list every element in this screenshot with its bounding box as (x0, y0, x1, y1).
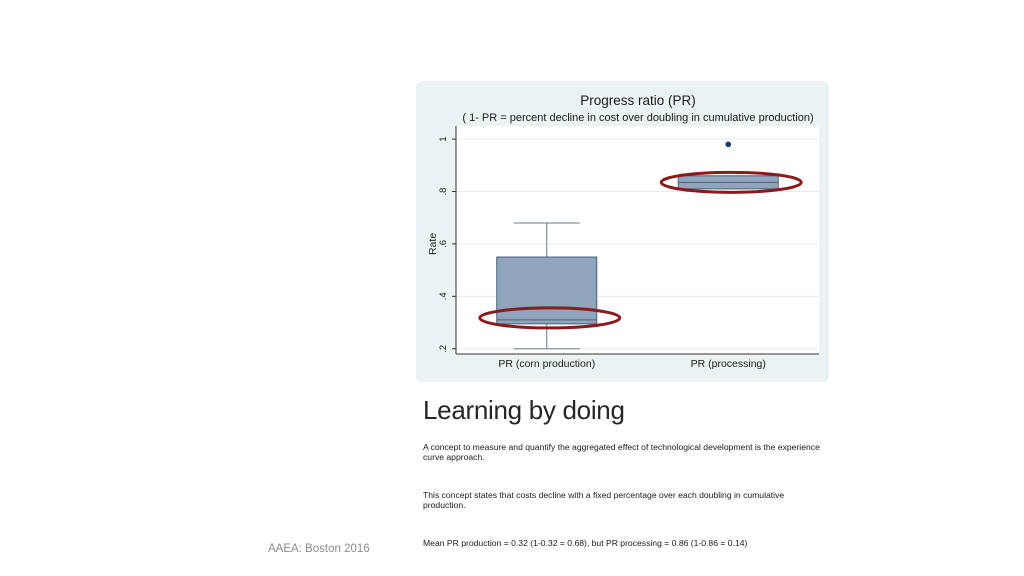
slide-title: Learning by doing (423, 395, 625, 425)
y-axis-label: Rate (427, 233, 439, 255)
y-tick-label: .4 (438, 292, 449, 300)
chart-panel: Progress ratio (PR) ( 1- PR = percent dec… (416, 81, 829, 382)
outlier-point (725, 141, 732, 148)
highlight-ellipse (659, 170, 803, 194)
chart-subtitle: ( 1- PR = percent decline in cost over d… (462, 112, 813, 124)
y-tick-label: .8 (438, 188, 449, 196)
chart-title: Progress ratio (PR) (580, 93, 696, 108)
footer-conference: AAEA: Boston 2016 (268, 543, 370, 555)
y-tick-label: .6 (438, 240, 449, 248)
box-plot-chart: Progress ratio (PR) ( 1- PR = percent dec… (427, 93, 819, 370)
highlight-ellipse (478, 306, 622, 330)
paragraph-cost-decline: This concept states that costs decline w… (423, 490, 785, 510)
x-category-label: PR (processing) (691, 358, 766, 370)
paragraph-experience-curve: A concept to measure and quantify the ag… (423, 442, 820, 462)
y-tick-label: 1 (438, 136, 449, 141)
paragraph-mean-pr: Mean PR production = 0.32 (1-0.32 = 0.68… (423, 538, 748, 548)
box (496, 256, 598, 325)
x-category-label: PR (corn production) (498, 358, 595, 370)
y-tick-label: .2 (438, 345, 449, 353)
